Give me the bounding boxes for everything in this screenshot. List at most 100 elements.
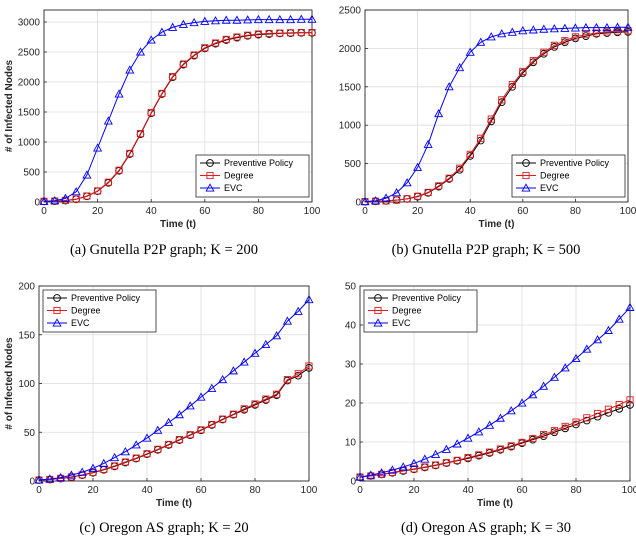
data-point-degree <box>582 31 590 39</box>
x-tick-label: 20 <box>87 485 99 496</box>
data-point-degree <box>464 454 472 462</box>
legend-label-evc: EVC <box>224 183 243 193</box>
data-point-degree <box>233 33 241 41</box>
data-point-evc <box>157 27 167 36</box>
data-point-evc <box>196 392 206 401</box>
data-point-degree <box>143 450 151 458</box>
legend-label-evc: EVC <box>540 183 559 193</box>
data-point-degree <box>222 35 230 43</box>
data-point-evc <box>549 24 559 33</box>
x-tick-label: 40 <box>146 206 158 217</box>
data-point-degree <box>561 422 569 430</box>
data-point-degree <box>456 164 464 172</box>
data-point-degree <box>254 30 262 38</box>
legend: Preventive Policy Degree EVC <box>363 289 478 333</box>
x-tick-label: 0 <box>36 485 42 496</box>
data-point-evc <box>174 409 184 419</box>
axes-frame <box>359 285 631 482</box>
series-group <box>360 22 633 206</box>
data-point-degree <box>432 461 440 469</box>
data-point-degree <box>126 149 134 157</box>
legend-marker-preventive-policy <box>522 159 530 167</box>
data-point-evc <box>125 65 135 74</box>
y-tick-label: 2000 <box>18 78 41 89</box>
data-point-degree <box>297 28 305 37</box>
data-point-degree <box>475 451 483 459</box>
data-point-degree <box>115 166 123 174</box>
y-tick-label: 200 <box>18 282 35 293</box>
data-point-evc <box>293 306 303 315</box>
y-tick-label: 0 <box>355 198 361 209</box>
x-tick-label: 20 <box>412 206 424 217</box>
data-point-evc <box>232 15 242 24</box>
data-point-degree <box>403 195 411 203</box>
y-tick-label: 1000 <box>339 121 362 132</box>
legend-label-degree: Degree <box>392 306 422 316</box>
y-tick-label: 2500 <box>18 48 41 59</box>
chart-panel-d: 0 20 40 60 80 100 0 10 20 30 40 50 Time (t) Preventiv… <box>345 282 636 537</box>
data-point-evc <box>168 22 178 31</box>
data-point-evc <box>110 452 120 462</box>
data-point-evc <box>39 196 49 205</box>
y-tick-label: 1000 <box>18 138 41 149</box>
data-point-degree <box>308 28 316 37</box>
data-point-degree <box>175 436 183 444</box>
data-point-evc <box>99 458 109 467</box>
data-point-evc <box>210 16 221 25</box>
y-tick-label: 500 <box>23 168 40 179</box>
data-point-degree <box>273 390 281 398</box>
data-point-evc <box>528 390 538 399</box>
y-tick-label: 500 <box>344 159 361 170</box>
data-point-degree <box>550 427 558 435</box>
data-point-evc <box>560 363 570 372</box>
axes-frame <box>43 9 313 203</box>
data-point-evc <box>423 139 433 148</box>
y-tick-label: 30 <box>345 360 357 371</box>
data-point-evc <box>185 401 195 410</box>
data-point-preventive-policy <box>615 405 624 413</box>
data-point-degree <box>487 115 495 123</box>
x-tick-label: 0 <box>357 485 363 496</box>
legend-marker-evc <box>205 183 215 192</box>
data-point-degree <box>466 150 474 158</box>
data-point-degree <box>201 44 209 52</box>
data-point-evc <box>71 187 81 196</box>
data-point-evc <box>56 472 66 482</box>
data-point-degree <box>229 410 237 418</box>
y-tick-label: 150 <box>18 330 35 341</box>
data-point-degree <box>435 182 443 190</box>
data-point-evc <box>120 447 130 456</box>
data-point-degree <box>529 57 537 65</box>
y-tick-label: 50 <box>345 282 357 293</box>
x-tick-label: 100 <box>622 485 636 496</box>
legend-marker-preventive-policy <box>374 294 382 302</box>
y-tick-label: 1500 <box>18 108 41 119</box>
data-point-evc <box>560 23 570 32</box>
data-point-evc <box>207 383 217 392</box>
data-point-degree <box>208 420 216 429</box>
data-point-degree <box>583 414 591 422</box>
y-tick-label: 0 <box>29 477 35 488</box>
legend-marker-degree <box>522 171 530 180</box>
data-point-degree <box>410 465 418 473</box>
y-axis-label: # of Infected Nodes <box>4 59 15 152</box>
data-point-evc <box>603 325 613 334</box>
data-point-evc <box>66 470 76 479</box>
y-tick-label: 1500 <box>339 82 362 93</box>
legend: Preventive Policy Degree EVC <box>42 289 157 333</box>
data-point-evc <box>360 196 370 206</box>
x-tick-label: 80 <box>249 485 261 496</box>
data-point-degree <box>158 89 166 97</box>
data-point-evc <box>250 348 260 357</box>
chart-panel-c: 0 20 40 60 80 100 0 50 100 150 200 Time (t) # of Inf… <box>4 282 318 537</box>
data-point-evc <box>261 339 271 348</box>
data-point-evc <box>506 406 516 415</box>
data-point-evc <box>539 381 549 390</box>
series-line-degree <box>38 365 310 481</box>
data-point-evc <box>366 470 376 479</box>
data-point-evc <box>370 196 381 205</box>
data-point-degree <box>615 401 623 409</box>
data-point-evc <box>434 108 444 118</box>
data-point-evc <box>82 170 92 179</box>
